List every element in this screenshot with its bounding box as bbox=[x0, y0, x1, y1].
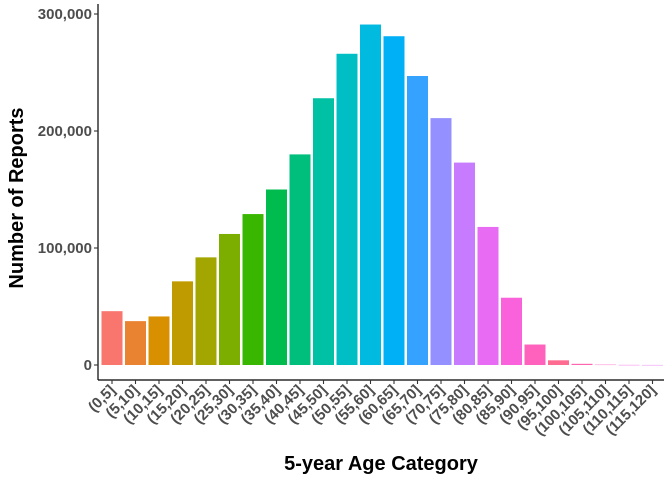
bar-14 bbox=[407, 76, 428, 365]
bar-15 bbox=[430, 118, 452, 365]
bar-18 bbox=[501, 297, 522, 365]
bar-6 bbox=[219, 233, 240, 365]
bar-20 bbox=[548, 360, 569, 365]
y-tick-label: 100,000 bbox=[38, 240, 92, 257]
y-tick-label: 300,000 bbox=[38, 6, 92, 23]
bar-8 bbox=[266, 189, 287, 365]
bar-7 bbox=[242, 214, 264, 365]
bar-9 bbox=[289, 154, 311, 365]
bar-10 bbox=[313, 98, 334, 366]
bar-21 bbox=[571, 363, 593, 365]
bar-5 bbox=[195, 257, 217, 365]
bar-12 bbox=[360, 24, 381, 366]
x-axis: (0,5](5,10](10,15](15,20](20,25](25,30](… bbox=[85, 379, 664, 439]
bar-13 bbox=[383, 36, 405, 365]
y-axis: 0 100,000 200,000 300,000 bbox=[38, 4, 99, 380]
bar-17 bbox=[477, 226, 499, 365]
bar-3 bbox=[148, 316, 170, 365]
x-axis-title: 5-year Age Category bbox=[284, 453, 479, 475]
bars-group bbox=[101, 24, 663, 366]
y-tick-label: 0 bbox=[84, 357, 92, 374]
bar-11 bbox=[336, 53, 358, 365]
y-axis-title: Number of Reports bbox=[6, 107, 28, 288]
bar-2 bbox=[125, 321, 146, 365]
bar-1 bbox=[101, 311, 123, 365]
y-tick-label: 200,000 bbox=[38, 123, 92, 140]
bar-16 bbox=[454, 162, 475, 365]
bar-19 bbox=[524, 344, 546, 365]
bar-4 bbox=[172, 281, 193, 365]
